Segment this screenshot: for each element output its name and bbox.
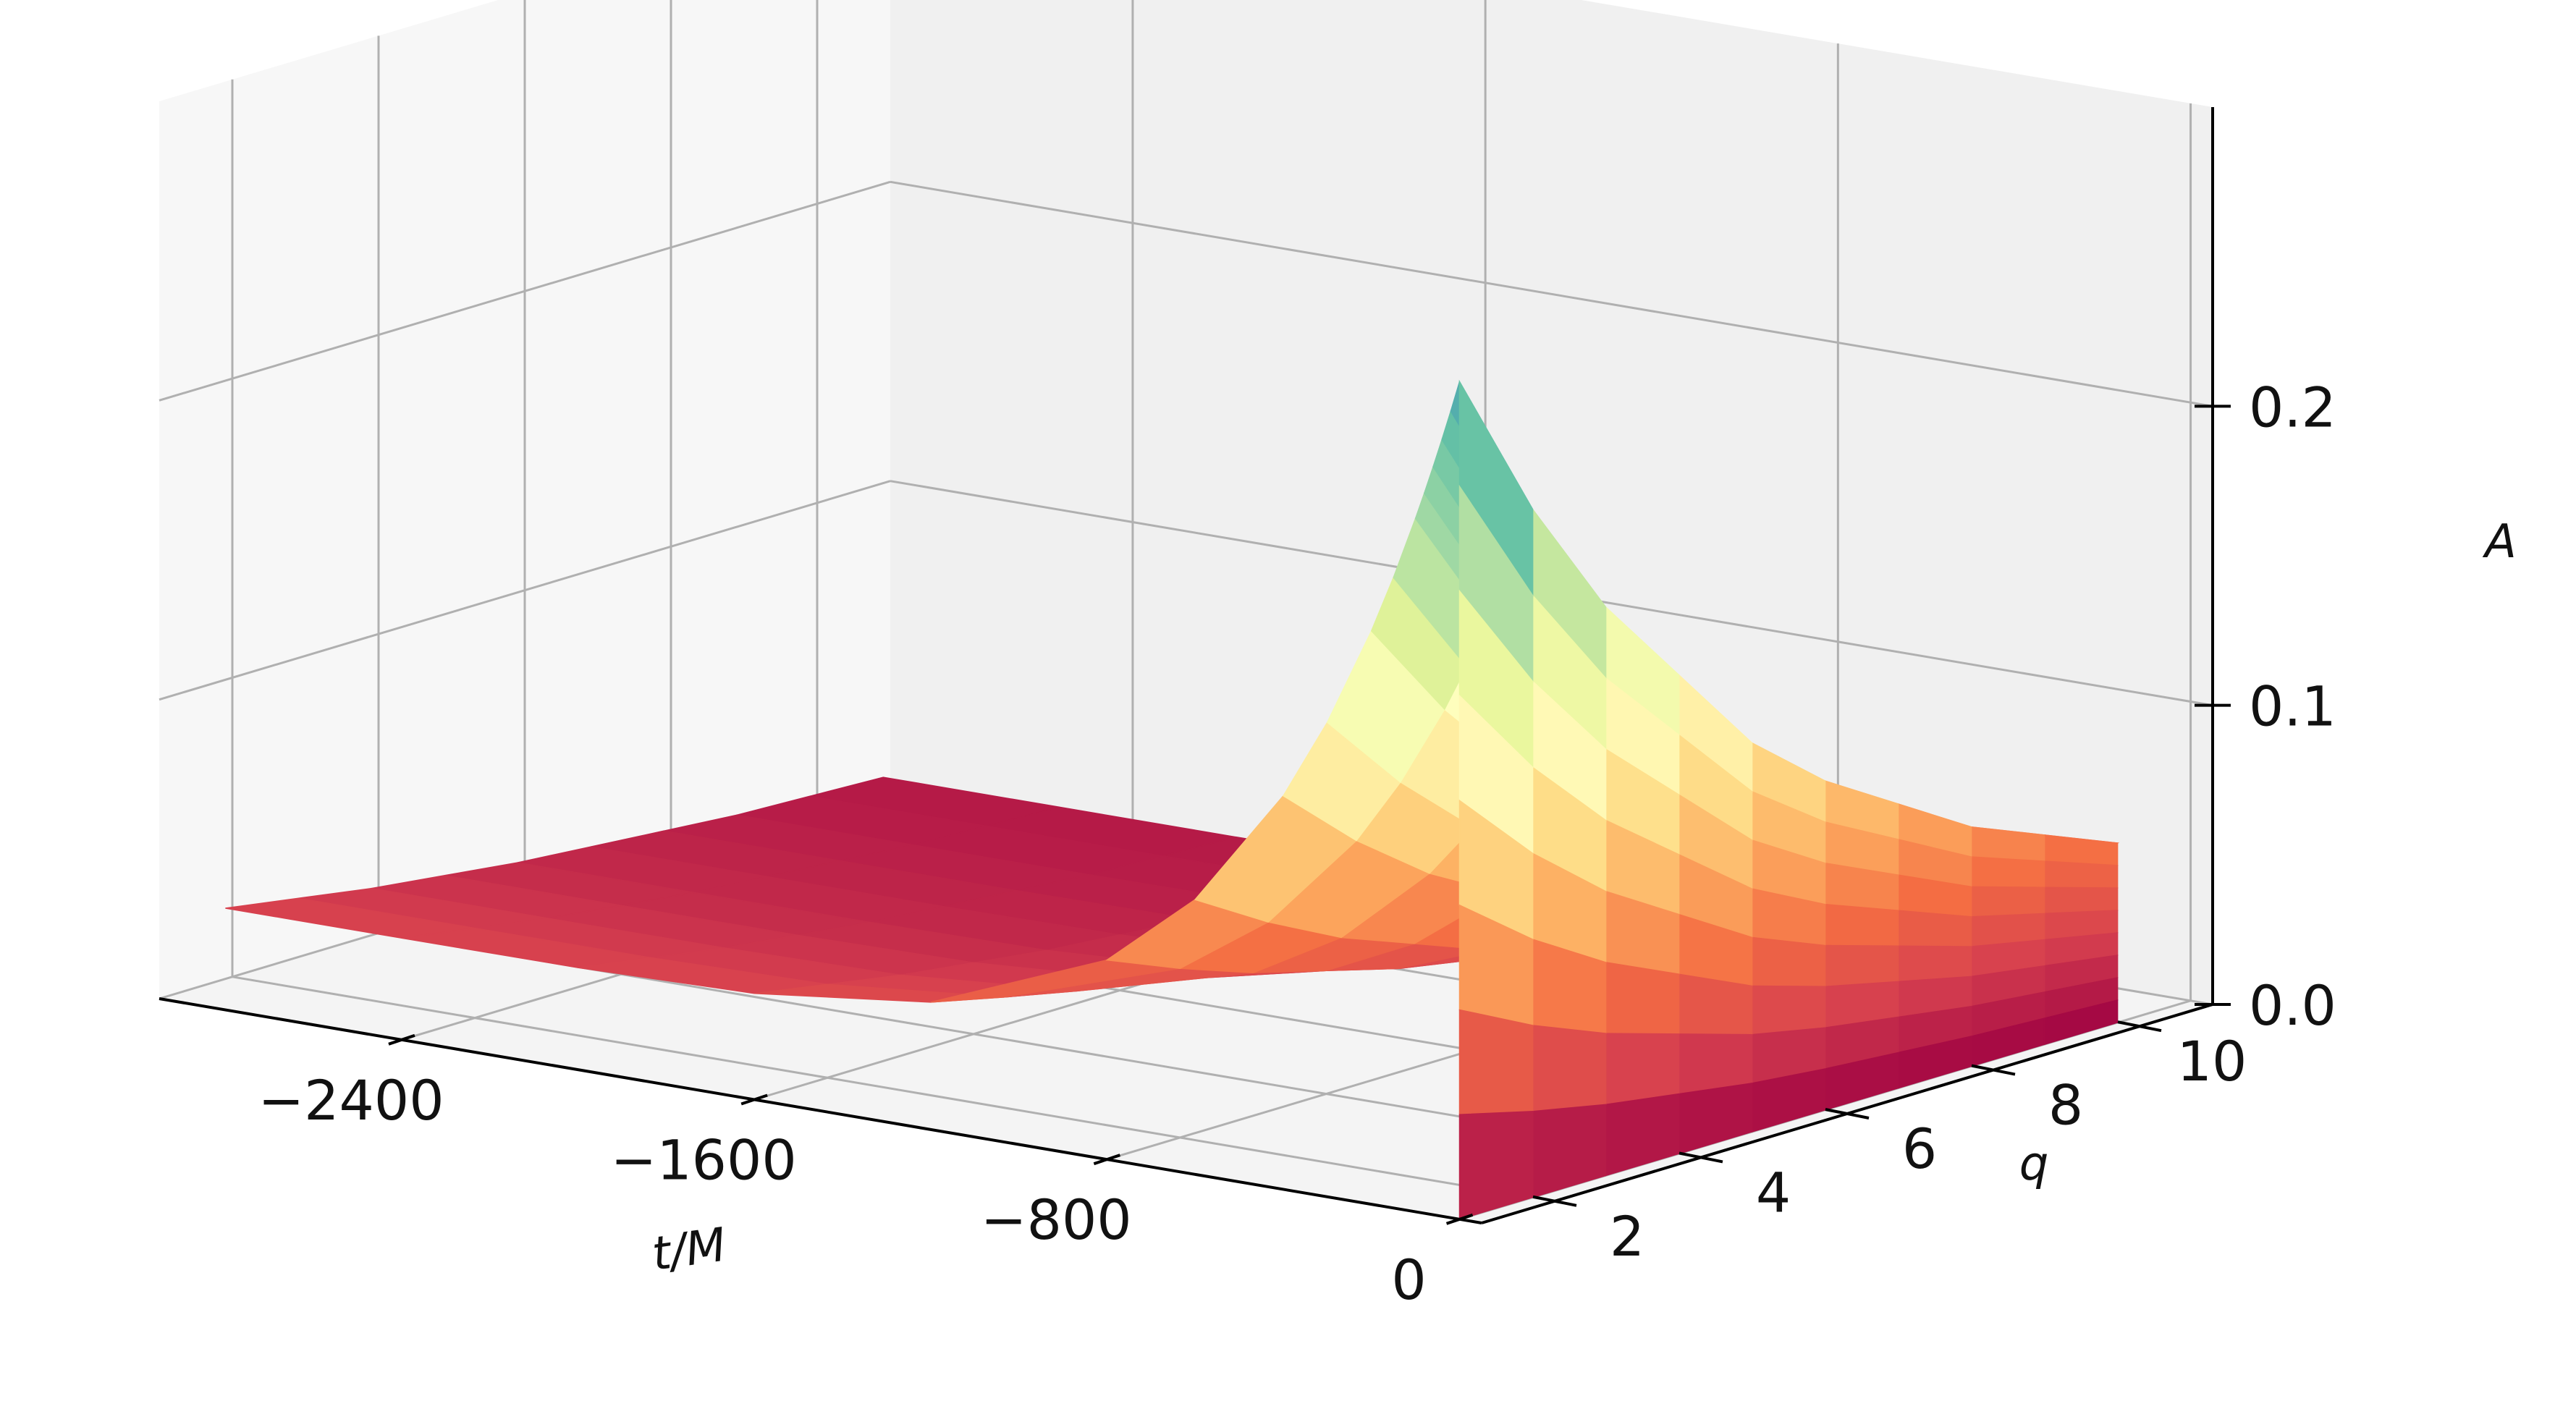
surface-patch <box>1458 1111 1534 1220</box>
x-tick <box>1093 1154 1120 1166</box>
x-tick-label: 0 <box>1391 1248 1426 1312</box>
x-tick <box>388 1033 415 1046</box>
surface-patch <box>1605 962 1680 1035</box>
x-axis-line <box>159 997 1482 1224</box>
grid-line <box>159 480 891 701</box>
surface-patch <box>1751 985 1826 1036</box>
y-axis-label: q <box>2019 1138 2049 1191</box>
x-tick <box>740 1093 768 1106</box>
x-axis-label: t/M <box>649 1218 729 1281</box>
x-tick-label: −800 <box>981 1188 1132 1252</box>
y-tick <box>2117 1020 2162 1033</box>
grid-line <box>159 180 891 402</box>
x-tick-label: −1600 <box>611 1128 797 1193</box>
surface <box>225 379 2120 1220</box>
surface-patch <box>1532 1025 1607 1112</box>
grid-line <box>232 975 1555 1203</box>
surface-patch <box>1824 944 1899 988</box>
surface-patch <box>1824 903 1899 947</box>
y-tick-label: 6 <box>1902 1117 1937 1181</box>
y-tick <box>1825 1108 1870 1120</box>
tick-labels: −2400 −1600 −800 0 2 4 6 8 100.0 0.1 0.2 <box>258 375 2336 1312</box>
z-tick-label: 0.0 <box>2249 973 2336 1038</box>
y-tick-label: 10 <box>2177 1029 2247 1093</box>
surface-patch <box>1970 856 2045 888</box>
z-tick-label: 0.1 <box>2249 674 2336 739</box>
z-tick-label: 0.2 <box>2249 375 2336 439</box>
x-tick <box>1445 1213 1474 1225</box>
surface-patch <box>1605 1033 1680 1106</box>
surface-patch <box>2043 860 2119 889</box>
y-tick <box>1971 1064 2016 1076</box>
tick-marks <box>388 405 2231 1225</box>
surface-patch <box>1458 1009 1534 1115</box>
y-tick-label: 4 <box>1756 1160 1791 1224</box>
z-axis-label: A <box>2482 515 2517 569</box>
y-tick-label: 2 <box>1610 1204 1644 1269</box>
surface-patch <box>1897 910 1972 947</box>
y-tick <box>1532 1195 1577 1207</box>
surface-patch <box>2043 886 2119 915</box>
surface-patch <box>1751 936 1826 988</box>
surface-patch <box>1897 945 1972 983</box>
back-wall-pane <box>890 0 2213 1004</box>
y-tick-label: 8 <box>2048 1073 2083 1138</box>
y-tick <box>1678 1151 1723 1164</box>
x-tick-label: −2400 <box>258 1068 444 1133</box>
grid-line <box>890 180 2213 407</box>
surface-patch <box>1970 886 2045 918</box>
